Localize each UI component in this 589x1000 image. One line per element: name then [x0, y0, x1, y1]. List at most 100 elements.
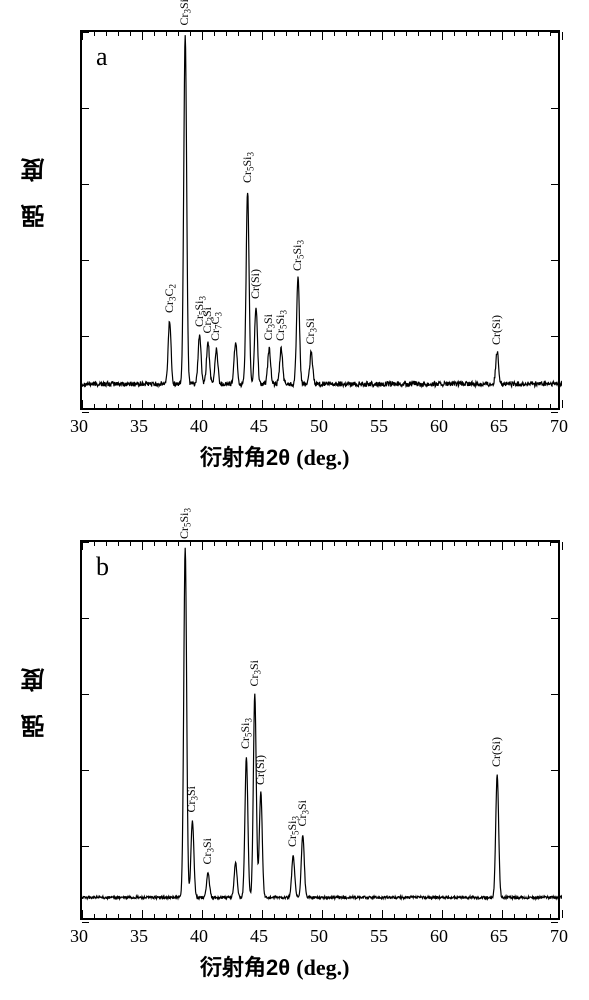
tick-x-major: [502, 910, 503, 918]
tick-x-minor: [358, 32, 359, 36]
tick-x-minor: [454, 404, 455, 408]
plot-area-b: b Cr5Si3Cr3SiCr3SiCr5Si3Cr3SiCr(Si)Cr5Si…: [80, 540, 560, 920]
tick-x-minor: [358, 404, 359, 408]
peak-label: Cr7C3: [208, 312, 223, 341]
tick-x-minor: [346, 542, 347, 546]
tick-x-minor: [466, 32, 467, 36]
tick-x-minor: [430, 542, 431, 546]
tick-x-minor: [298, 914, 299, 918]
tick-x-major: [82, 400, 83, 408]
x-axis-label-cn: 衍射角2θ: [200, 955, 290, 980]
tick-x-minor: [166, 914, 167, 918]
tick-x-minor: [334, 542, 335, 546]
tick-x-minor: [478, 404, 479, 408]
tick-x-minor: [106, 32, 107, 36]
peak-label: Cr3Si: [247, 660, 262, 687]
spectrum-svg-b: [82, 542, 562, 922]
tick-x-minor: [550, 914, 551, 918]
tick-x-minor: [286, 542, 287, 546]
tick-x-minor: [490, 542, 491, 546]
x-tick-label: 50: [310, 926, 328, 947]
tick-x-minor: [334, 404, 335, 408]
tick-x-major: [322, 910, 323, 918]
tick-x-minor: [418, 542, 419, 546]
peak-label: Cr5Si3: [290, 240, 305, 271]
x-tick-label: 45: [250, 926, 268, 947]
tick-x-major: [382, 400, 383, 408]
tick-x-minor: [178, 542, 179, 546]
tick-x-minor: [106, 914, 107, 918]
tick-x-minor: [514, 542, 515, 546]
tick-x-minor: [430, 404, 431, 408]
x-tick-label: 70: [550, 926, 568, 947]
tick-x-major: [562, 542, 563, 550]
tick-x-minor: [298, 404, 299, 408]
tick-x-major: [562, 910, 563, 918]
y-axis-title-b: 强 度: [18, 660, 53, 739]
xrd-panel-b: b Cr5Si3Cr3SiCr3SiCr5Si3Cr3SiCr(Si)Cr5Si…: [0, 510, 589, 1000]
peak-label: Cr3Si: [184, 786, 199, 813]
tick-x-minor: [118, 914, 119, 918]
tick-x-minor: [226, 542, 227, 546]
tick-x-minor: [490, 914, 491, 918]
tick-x-major: [322, 400, 323, 408]
tick-x-minor: [334, 914, 335, 918]
tick-y: [82, 336, 89, 337]
tick-x-major: [202, 400, 203, 408]
tick-x-minor: [274, 32, 275, 36]
tick-x-minor: [310, 914, 311, 918]
tick-x-minor: [538, 32, 539, 36]
peak-label: Cr5Si3: [177, 508, 192, 539]
tick-y: [551, 846, 558, 847]
tick-x-major: [442, 32, 443, 40]
tick-x-major: [322, 32, 323, 40]
tick-x-major: [502, 542, 503, 550]
tick-x-minor: [370, 404, 371, 408]
tick-x-minor: [346, 914, 347, 918]
tick-x-major: [202, 910, 203, 918]
tick-x-major: [382, 910, 383, 918]
tick-x-minor: [154, 404, 155, 408]
tick-x-minor: [250, 542, 251, 546]
tick-x-major: [262, 32, 263, 40]
tick-x-major: [142, 910, 143, 918]
peak-label: Cr3Si: [295, 800, 310, 827]
tick-x-minor: [94, 32, 95, 36]
x-axis-unit: (deg.): [296, 445, 349, 470]
tick-y: [551, 542, 558, 543]
tick-x-minor: [406, 914, 407, 918]
tick-x-major: [82, 542, 83, 550]
tick-x-major: [82, 32, 83, 40]
tick-x-minor: [394, 542, 395, 546]
tick-x-minor: [526, 542, 527, 546]
x-tick-label: 30: [70, 926, 88, 947]
tick-x-minor: [238, 404, 239, 408]
tick-x-minor: [118, 542, 119, 546]
x-axis-title-a: 衍射角2θ (deg.): [200, 440, 349, 472]
x-tick-label: 60: [430, 416, 448, 437]
tick-y: [82, 922, 89, 923]
peak-label: Cr(Si): [489, 315, 504, 345]
tick-x-minor: [118, 32, 119, 36]
tick-y: [82, 542, 89, 543]
tick-y: [551, 694, 558, 695]
tick-y: [551, 770, 558, 771]
tick-x-minor: [490, 32, 491, 36]
tick-x-minor: [478, 914, 479, 918]
tick-x-major: [382, 542, 383, 550]
tick-x-minor: [154, 542, 155, 546]
tick-x-minor: [430, 32, 431, 36]
spectrum-line: [82, 548, 562, 899]
tick-x-minor: [130, 542, 131, 546]
tick-x-minor: [214, 404, 215, 408]
tick-x-minor: [550, 32, 551, 36]
tick-x-minor: [154, 914, 155, 918]
tick-x-minor: [310, 542, 311, 546]
tick-y: [551, 32, 558, 33]
tick-x-minor: [418, 404, 419, 408]
tick-x-minor: [358, 542, 359, 546]
x-tick-label: 35: [130, 926, 148, 947]
tick-x-minor: [190, 542, 191, 546]
tick-x-minor: [370, 32, 371, 36]
tick-x-minor: [526, 32, 527, 36]
